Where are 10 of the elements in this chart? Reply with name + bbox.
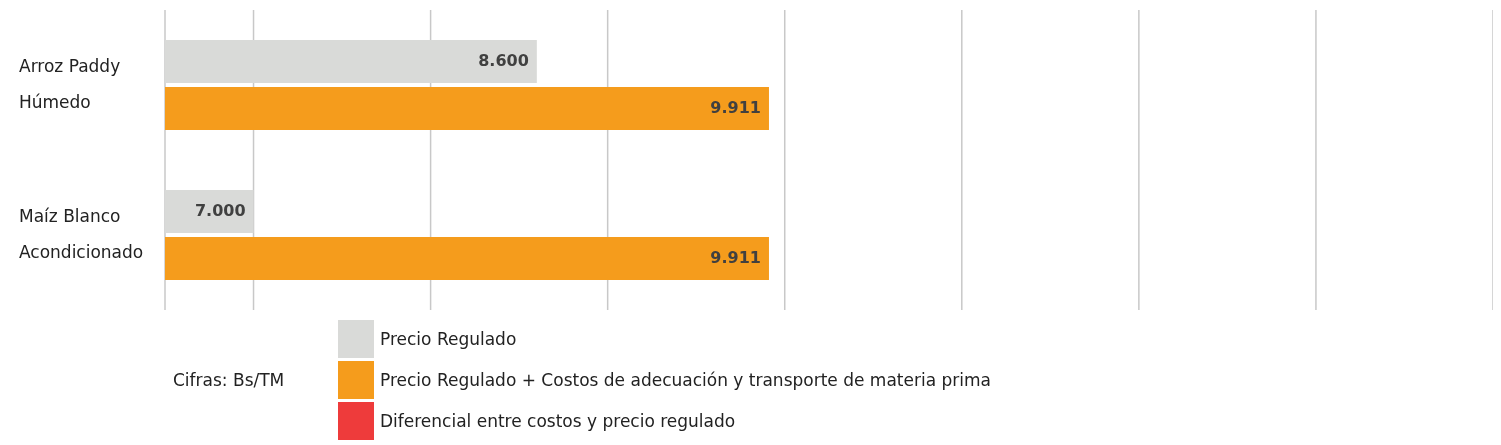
legend-label: Diferencial entre costos y precio regulado [380, 410, 736, 431]
text: Cifras: Bs/TM [173, 369, 286, 390]
y-tick-label: Arroz Paddy Húmedo [19, 56, 121, 112]
legend-label: Precio Regulado [380, 328, 517, 349]
data-label: 9.911 [710, 98, 761, 117]
legend-label: Precio Regulado + Costos de adecuación y transporte de materia prima [380, 369, 991, 390]
data-label: 7.000 [194, 201, 246, 220]
data-label: 8.600 [478, 51, 529, 70]
y-tick-label: Maíz Blanco Acondicionado [19, 206, 144, 262]
data-label: 9.911 [710, 248, 761, 267]
